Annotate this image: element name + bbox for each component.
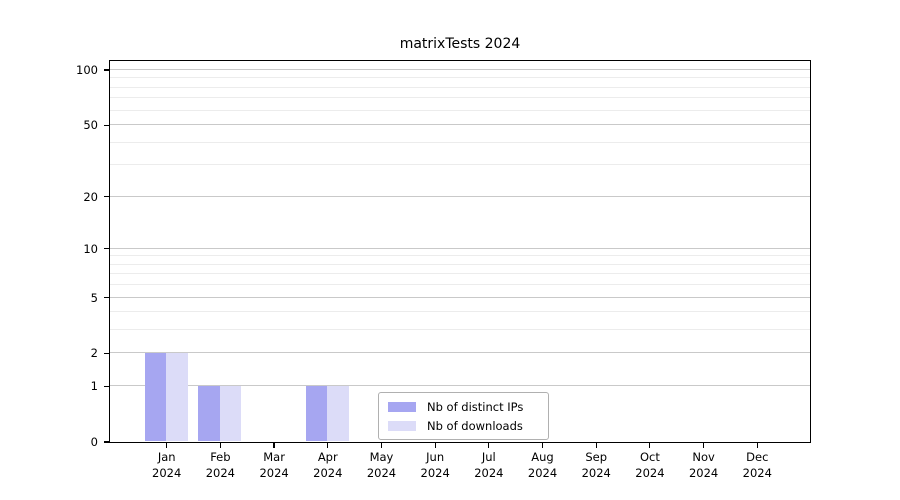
x-tick-label-aug: Aug 2024	[513, 450, 573, 481]
y-tick-label-20: 20	[83, 189, 98, 204]
x-tick-year: 2024	[635, 465, 665, 480]
x-tick-year: 2024	[152, 465, 182, 480]
y-tick-mark-20	[104, 196, 109, 198]
x-tick-month: Sep	[585, 450, 608, 464]
gridline-minor-3	[109, 329, 810, 331]
legend-swatch-distinct-ips	[388, 401, 416, 412]
x-tick-month: Jan	[157, 450, 176, 464]
y-tick-mark-0	[104, 441, 109, 443]
x-tick-month: Jun	[426, 450, 445, 464]
x-tick-month: May	[369, 450, 394, 464]
gridline-major-50	[109, 124, 810, 126]
x-tick-month: Jul	[481, 450, 496, 464]
gridline-minor-7	[109, 273, 810, 275]
x-tick-month: Apr	[317, 450, 338, 464]
x-tick-label-apr: Apr 2024	[298, 450, 358, 481]
chart-title: matrixTests 2024	[399, 36, 521, 52]
gridline-minor-9	[109, 255, 810, 257]
y-tick-mark-2	[104, 352, 109, 355]
bar-jan-distinct-ips	[144, 352, 167, 442]
x-tick-label-jul: Jul 2024	[459, 450, 519, 481]
y-tick-mark-100	[104, 69, 109, 71]
gridline-minor-30	[109, 164, 810, 166]
legend-swatch-downloads	[388, 420, 416, 431]
y-tick-label-0: 0	[90, 435, 98, 449]
x-tick-month: Mar	[263, 450, 285, 464]
x-tick-mark-jul	[488, 442, 490, 448]
gridline-minor-90	[109, 77, 810, 79]
y-tick-label-2: 2	[90, 346, 98, 361]
plot-area	[108, 59, 811, 443]
x-tick-year: 2024	[420, 465, 450, 480]
x-tick-mark-may	[380, 442, 383, 448]
y-tick-mark-1	[104, 385, 109, 387]
x-tick-year: 2024	[527, 465, 558, 480]
gridline-major-5	[109, 296, 810, 298]
gridline-minor-80	[109, 86, 810, 88]
gridline-major-10	[109, 247, 810, 249]
x-tick-mark-oct	[649, 442, 651, 448]
x-tick-mark-nov	[703, 442, 705, 448]
x-tick-label-jun: Jun 2024	[405, 450, 465, 481]
y-tick-mark-5	[104, 296, 109, 299]
legend-entry-downloads: Nb of downloads	[388, 418, 539, 433]
legend: Nb of distinct IPs Nb of downloads	[378, 392, 549, 440]
x-tick-label-oct: Oct 2024	[620, 450, 680, 481]
x-tick-year: 2024	[313, 465, 343, 480]
x-tick-label-jan: Jan 2024	[137, 450, 197, 481]
gridline-major-20	[109, 195, 810, 197]
x-tick-mark-jan	[166, 442, 168, 448]
y-tick-label-1: 1	[90, 379, 98, 394]
bar-jan-downloads	[166, 352, 188, 442]
gridline-minor-4	[109, 311, 810, 313]
x-tick-mark-mar	[273, 442, 275, 448]
x-tick-mark-feb	[219, 442, 221, 448]
x-tick-mark-dec	[756, 442, 758, 448]
x-tick-label-sep: Sep 2024	[566, 450, 626, 481]
x-tick-year: 2024	[205, 465, 236, 480]
gridline-minor-70	[109, 97, 810, 99]
bar-feb-downloads	[219, 385, 242, 442]
bar-apr-downloads	[327, 385, 349, 442]
x-tick-label-dec: Dec 2024	[727, 450, 787, 481]
y-tick-label-5: 5	[90, 290, 98, 305]
x-tick-label-mar: Mar 2024	[244, 450, 304, 481]
x-tick-year: 2024	[742, 465, 772, 480]
gridline-minor-60	[109, 109, 810, 111]
bar-feb-distinct-ips	[198, 385, 220, 442]
y-tick-label-100: 100	[76, 63, 98, 78]
x-tick-year: 2024	[688, 465, 719, 480]
y-tick-label-50: 50	[83, 118, 98, 133]
y-tick-label-10: 10	[83, 241, 98, 256]
gridline-minor-6	[109, 284, 810, 286]
x-tick-label-feb: Feb 2024	[190, 450, 250, 481]
x-tick-month: Nov	[692, 450, 715, 464]
x-tick-mark-sep	[595, 442, 597, 448]
gridline-minor-8	[109, 263, 810, 265]
x-tick-label-nov: Nov 2024	[674, 450, 734, 481]
gridline-major-1	[109, 385, 810, 387]
y-tick-mark-10	[104, 248, 109, 250]
x-tick-mark-apr	[327, 442, 329, 448]
legend-label-downloads: Nb of downloads	[427, 418, 523, 433]
x-tick-month: Feb	[210, 450, 231, 464]
gridline-major-100	[109, 69, 810, 71]
x-tick-year: 2024	[259, 465, 289, 480]
x-tick-year: 2024	[474, 465, 504, 480]
x-tick-mark-aug	[541, 442, 544, 448]
x-tick-year: 2024	[366, 465, 397, 480]
legend-label-distinct-ips: Nb of distinct IPs	[427, 399, 524, 414]
bar-apr-distinct-ips	[305, 385, 328, 442]
x-tick-label-may: May 2024	[351, 450, 411, 481]
x-tick-month: Aug	[531, 450, 554, 464]
y-tick-mark-50	[104, 124, 109, 126]
x-tick-mark-jun	[434, 442, 436, 448]
x-tick-month: Dec	[746, 450, 769, 464]
gridline-minor-40	[109, 141, 810, 143]
x-tick-year: 2024	[581, 465, 611, 480]
legend-entry-distinct-ips: Nb of distinct IPs	[388, 399, 539, 414]
x-tick-month: Oct	[639, 450, 660, 464]
gridline-major-2	[109, 352, 810, 354]
